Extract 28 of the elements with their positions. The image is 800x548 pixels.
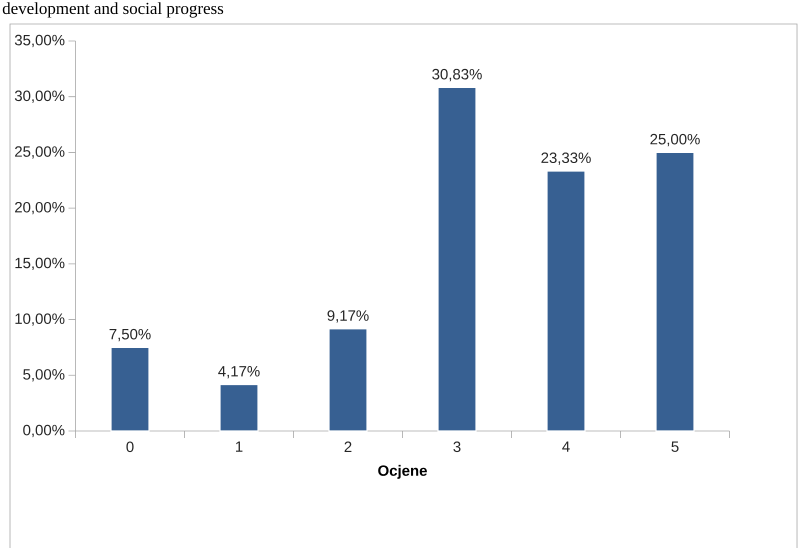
data-label: 4,17% — [218, 366, 260, 378]
x-axis-title: Ocjene — [378, 464, 427, 479]
data-label: 23,33% — [541, 152, 591, 165]
x-tick-label: 4 — [562, 442, 570, 452]
text: development and social progress — [2, 2, 224, 18]
bar — [437, 86, 477, 432]
x-tick-label: 1 — [236, 442, 242, 452]
y-tick-label: 0,00% — [23, 424, 64, 438]
y-tick-label: 25,00% — [15, 146, 64, 159]
x-tick-label: 0 — [126, 442, 134, 452]
bar — [219, 384, 259, 432]
y-tick-label: 5,00% — [23, 369, 64, 382]
y-tick-label: 20,00% — [15, 202, 64, 214]
y-tick-label: 10,00% — [15, 313, 64, 326]
x-tick-label: 2 — [344, 442, 352, 452]
bar — [655, 152, 695, 432]
data-label: 9,17% — [328, 310, 369, 323]
bar — [328, 328, 368, 432]
bar — [546, 170, 586, 432]
data-label: 7,50% — [110, 328, 151, 342]
data-label: 30,83% — [432, 68, 482, 82]
y-tick-label: 15,00% — [15, 258, 64, 270]
x-tick-label: 5 — [671, 442, 679, 452]
y-tick-label: 35,00% — [14, 34, 64, 48]
y-tick-label: 30,00% — [14, 90, 64, 103]
data-label: 25,00% — [650, 134, 700, 146]
bar — [110, 346, 150, 432]
x-tick-label: 3 — [453, 442, 461, 452]
